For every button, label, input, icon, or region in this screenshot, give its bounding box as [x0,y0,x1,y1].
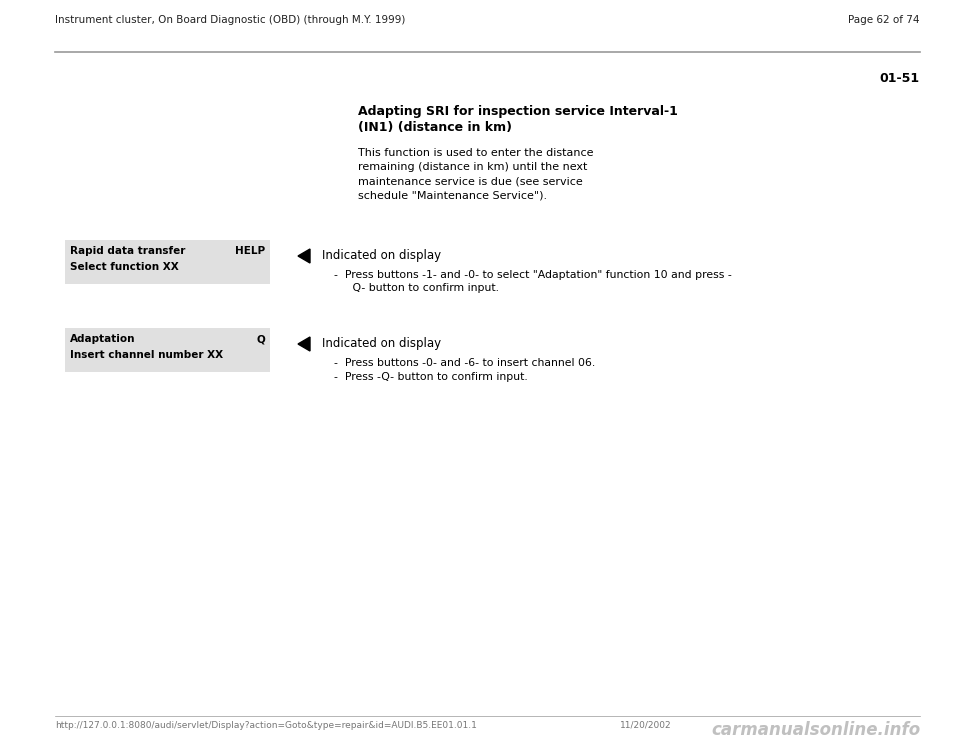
Polygon shape [298,249,310,263]
Text: Indicated on display: Indicated on display [322,337,442,350]
Text: 11/20/2002: 11/20/2002 [620,721,672,730]
Bar [65,328,270,372]
Text: -  Press buttons -0- and -6- to insert channel 06.: - Press buttons -0- and -6- to insert ch… [334,358,595,368]
Text: (IN1) (distance in km): (IN1) (distance in km) [358,121,512,134]
Text: Indicated on display: Indicated on display [322,249,442,262]
Text: -  Press buttons -1- and -0- to select "Adaptation" function 10 and press -: - Press buttons -1- and -0- to select "A… [334,270,732,280]
Text: maintenance service is due (see service: maintenance service is due (see service [358,176,583,186]
Text: Q- button to confirm input.: Q- button to confirm input. [342,283,499,293]
Text: http://127.0.0.1:8080/audi/servlet/Display?action=Goto&type=repair&id=AUDI.B5.EE: http://127.0.0.1:8080/audi/servlet/Displ… [55,721,477,730]
Text: schedule "Maintenance Service").: schedule "Maintenance Service"). [358,190,547,200]
Text: Page 62 of 74: Page 62 of 74 [849,15,920,25]
Text: carmanualsonline.info: carmanualsonline.info [710,721,920,739]
Text: HELP: HELP [235,246,265,256]
Text: Q: Q [256,334,265,344]
Text: 01-51: 01-51 [880,72,920,85]
Text: Rapid data transfer: Rapid data transfer [70,246,185,256]
Text: Adapting SRI for inspection service Interval-1: Adapting SRI for inspection service Inte… [358,105,678,118]
Bar [65,240,270,284]
Polygon shape [298,337,310,351]
Text: This function is used to enter the distance: This function is used to enter the dista… [358,148,593,158]
Text: Insert channel number XX: Insert channel number XX [70,350,223,360]
Text: Adaptation: Adaptation [70,334,135,344]
Text: remaining (distance in km) until the next: remaining (distance in km) until the nex… [358,162,588,172]
Text: -  Press -Q- button to confirm input.: - Press -Q- button to confirm input. [334,372,528,382]
Text: Instrument cluster, On Board Diagnostic (OBD) (through M.Y. 1999): Instrument cluster, On Board Diagnostic … [55,15,405,25]
Text: Select function XX: Select function XX [70,262,179,272]
